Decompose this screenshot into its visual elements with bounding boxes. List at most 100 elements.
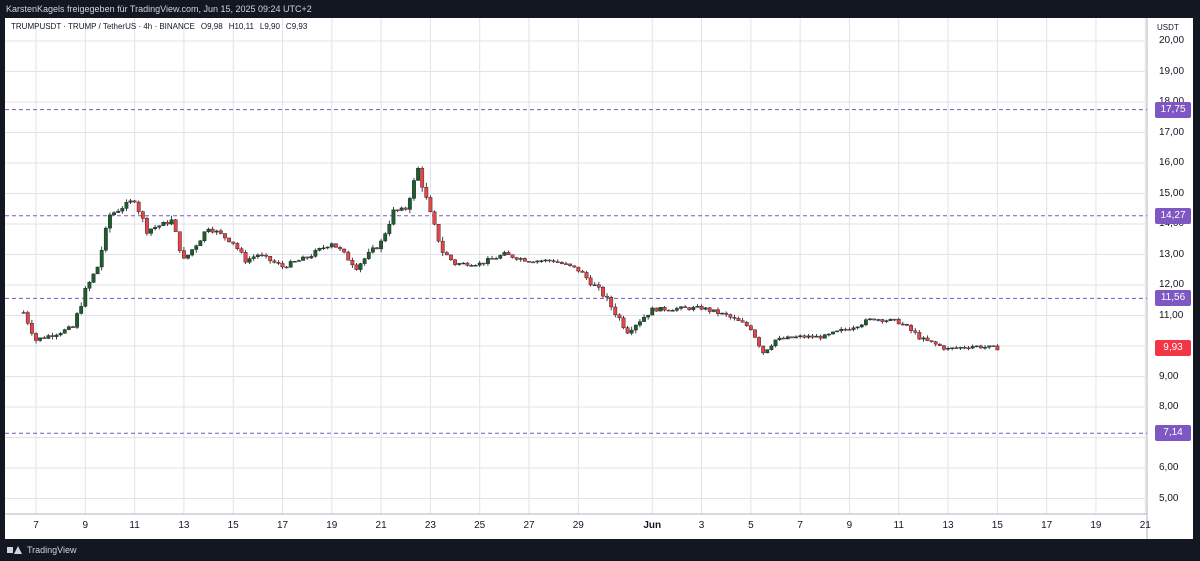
time-tick-label: 11 [893, 520, 904, 531]
candle-body [366, 251, 371, 259]
candle-body [535, 260, 540, 263]
time-tick-label: 5 [748, 520, 754, 531]
candle-body [25, 312, 30, 324]
last-price-tag[interactable]: 9,93 [1155, 340, 1191, 357]
candle-body [272, 260, 277, 263]
candle-body [621, 317, 626, 328]
candle-body [744, 322, 749, 327]
candle-body [781, 337, 786, 340]
candle-body [716, 309, 720, 314]
level-price-tag[interactable]: 7,14 [1155, 425, 1191, 442]
candle-body [868, 318, 872, 321]
candle-body [416, 168, 420, 181]
footer-bar: TradingView [0, 539, 1200, 561]
candle-body [761, 345, 766, 354]
time-tick-label: 11 [129, 520, 140, 531]
time-tick-label: 9 [846, 520, 853, 531]
candle-body [161, 221, 166, 226]
candle-body [403, 207, 408, 210]
candle-body [317, 248, 322, 251]
candle-body [884, 320, 889, 322]
candle-body [588, 277, 593, 286]
candle-body [859, 324, 864, 328]
candle-body [453, 259, 457, 265]
price-tick-label: 19,00 [1159, 65, 1185, 77]
candle-body [42, 337, 47, 339]
candle-body [99, 249, 104, 268]
candle-body [457, 263, 462, 265]
candle-body [728, 314, 733, 318]
tradingview-logo[interactable]: TradingView [7, 545, 77, 555]
candle-body [596, 284, 601, 288]
level-price-tag[interactable]: 11,56 [1155, 290, 1191, 307]
candle-body [399, 207, 404, 211]
candle-body [769, 345, 774, 350]
candle-body [711, 309, 716, 312]
candle-body [255, 254, 260, 257]
candle-body [514, 257, 519, 260]
candle-body [165, 221, 170, 225]
price-tick-label: 5,00 [1159, 492, 1179, 504]
candle-body [194, 245, 199, 250]
candle-body [120, 208, 125, 212]
price-tick-label: 8,00 [1159, 401, 1179, 412]
time-tick-label: 9 [82, 520, 89, 531]
candle-body [913, 330, 918, 333]
candle-body [502, 252, 507, 256]
candle-body [379, 240, 383, 250]
close-value: C9,93 [285, 22, 308, 31]
candle-body [650, 307, 655, 316]
candle-body [198, 240, 203, 246]
candle-body [202, 231, 207, 241]
candle-body [818, 335, 823, 339]
candle-body [572, 265, 577, 268]
candle-body [346, 251, 351, 261]
candle-body [691, 306, 696, 310]
candle-body [145, 218, 149, 234]
candle-body [950, 347, 955, 349]
candle-body [181, 250, 186, 259]
candle-body [888, 318, 893, 321]
chart-frame[interactable]: TRUMPUSDT · TRUMP / TetherUS · 4h · BINA… [5, 18, 1193, 539]
candle-body [227, 237, 231, 243]
candle-body [214, 230, 219, 233]
candle-body [527, 261, 531, 263]
tradingview-logo-icon [7, 546, 23, 554]
candle-body [613, 306, 618, 316]
candle-body [720, 312, 724, 315]
candle-body [827, 333, 831, 336]
time-tick-label: 13 [178, 520, 190, 531]
candle-body [264, 254, 268, 257]
candle-body [280, 263, 285, 268]
level-price-tag[interactable]: 14,27 [1155, 207, 1191, 224]
candle-body [699, 306, 704, 310]
candle-body [662, 307, 667, 311]
candle-body [983, 346, 987, 349]
currency-label[interactable]: USDT [1157, 23, 1179, 32]
symbol-title[interactable]: TRUMPUSDT · TRUMP / TetherUS · 4h · BINA… [11, 22, 195, 31]
candle-body [66, 326, 71, 330]
candle-body [736, 318, 741, 321]
candle-body [395, 209, 400, 212]
candle-body [929, 340, 934, 342]
level-price-tag[interactable]: 17,75 [1155, 101, 1191, 118]
candle-body [58, 333, 63, 336]
candle-body [642, 316, 646, 322]
candle-body [506, 252, 511, 255]
candle-body [748, 325, 753, 331]
candle-body [921, 337, 926, 340]
time-tick-label: 23 [424, 520, 436, 531]
candle-body [806, 335, 811, 338]
price-tick-label: 6,00 [1159, 462, 1179, 473]
candle-body [629, 329, 634, 334]
candle-body [449, 254, 453, 260]
candle-body [301, 256, 305, 261]
time-tick-label: 17 [1041, 520, 1053, 531]
candle-body [469, 265, 474, 267]
candle-body [190, 249, 195, 256]
candle-body [391, 209, 396, 225]
candle-body [305, 256, 310, 259]
candle-body [835, 330, 840, 333]
price-chart[interactable] [5, 18, 1193, 539]
candle-body [243, 252, 248, 263]
